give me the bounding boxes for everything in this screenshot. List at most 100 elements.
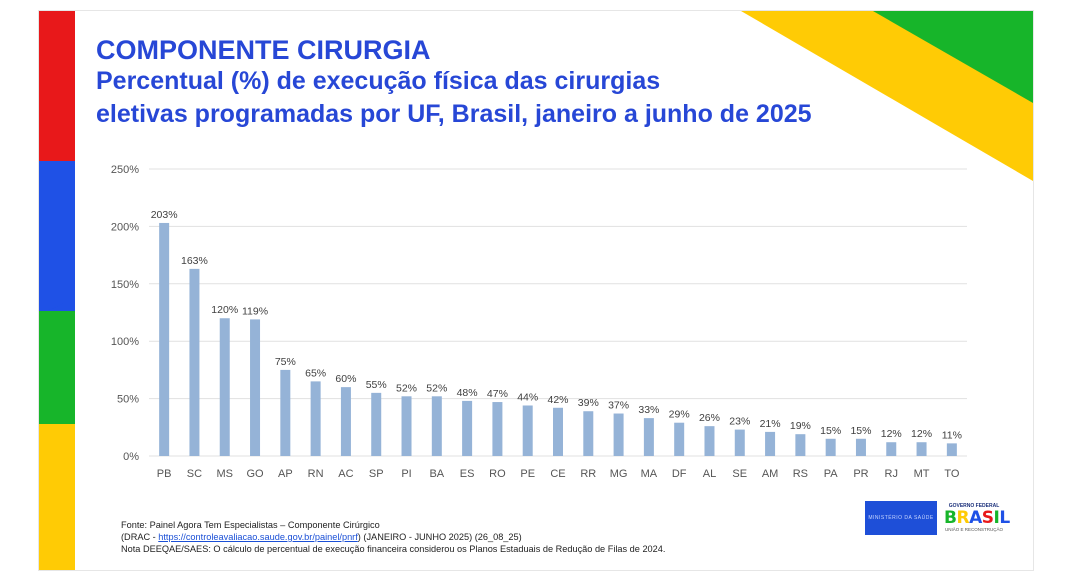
stripe-green bbox=[39, 311, 75, 431]
data-label: 65% bbox=[305, 367, 326, 379]
brasil-letter: I bbox=[993, 508, 1000, 528]
footer-link[interactable]: https://controleavaliacao.saude.gov.br/p… bbox=[158, 532, 358, 542]
x-tick-label: PI bbox=[401, 468, 411, 480]
bar bbox=[855, 438, 866, 456]
x-tick-label: MT bbox=[914, 468, 930, 480]
gov-sub-text: UNIÃO E RECONSTRUÇÃO bbox=[944, 527, 1003, 532]
data-label: 55% bbox=[366, 379, 387, 391]
data-label: 26% bbox=[699, 412, 720, 424]
ministry-logo: MINISTÉRIO DA SAÚDE bbox=[865, 501, 937, 535]
corner-decoration bbox=[741, 11, 1033, 181]
chart-title: COMPONENTE CIRURGIA bbox=[96, 35, 431, 65]
x-tick-label: TO bbox=[944, 468, 960, 480]
data-label: 48% bbox=[457, 387, 478, 399]
y-tick-label: 50% bbox=[117, 394, 139, 406]
footer-drac-prefix: (DRAC - bbox=[121, 532, 159, 542]
x-tick-label: SE bbox=[732, 468, 747, 480]
bar bbox=[310, 381, 321, 456]
bar bbox=[280, 369, 291, 456]
data-label: 39% bbox=[578, 397, 599, 409]
x-tick-label: CE bbox=[550, 468, 565, 480]
data-label: 60% bbox=[335, 373, 356, 385]
title-block: COMPONENTE CIRURGIA Percentual (%) de ex… bbox=[96, 35, 812, 131]
data-label: 12% bbox=[911, 428, 932, 440]
bar bbox=[583, 411, 594, 456]
x-tick-label: RO bbox=[489, 468, 506, 480]
bar bbox=[462, 400, 473, 456]
data-label: 203% bbox=[151, 209, 178, 221]
x-tick-label: PE bbox=[520, 468, 535, 480]
x-tick-label: PB bbox=[157, 468, 172, 480]
x-tick-label: SC bbox=[187, 468, 202, 480]
data-label: 21% bbox=[760, 418, 781, 430]
x-tick-label: AL bbox=[703, 468, 716, 480]
x-tick-label: BA bbox=[429, 468, 444, 480]
gov-top-text: GOVERNO FEDERAL bbox=[948, 503, 1000, 509]
x-tick-label: PA bbox=[824, 468, 839, 480]
bar bbox=[492, 402, 503, 456]
data-label: 11% bbox=[942, 429, 962, 441]
bar bbox=[553, 407, 563, 456]
bar bbox=[795, 434, 806, 456]
bar bbox=[674, 422, 685, 456]
brasil-letter: A bbox=[969, 508, 982, 528]
data-label: 15% bbox=[820, 425, 841, 437]
data-label: 120% bbox=[211, 304, 238, 316]
footer-drac-suffix: ) (JANEIRO - JUNHO 2025) (26_08_25) bbox=[357, 532, 522, 542]
data-label: 47% bbox=[487, 388, 508, 400]
bar-chart: 0% 50% 100% 150% 200% 250% 203% PB 163% SC 120% MS 1… bbox=[111, 164, 967, 480]
footer: Fonte: Painel Agora Tem Especialistas – … bbox=[121, 519, 665, 555]
brasil-letter: R bbox=[956, 508, 970, 528]
stripe-yellow bbox=[39, 424, 75, 570]
footer-note: Nota DEEQAE/SAES: O cálculo de percentua… bbox=[121, 544, 666, 554]
data-label: 75% bbox=[275, 356, 296, 368]
bar bbox=[946, 443, 957, 456]
bar bbox=[825, 438, 836, 456]
data-label: 19% bbox=[790, 420, 811, 432]
corner-green bbox=[873, 11, 1033, 103]
bar bbox=[189, 268, 200, 456]
bar bbox=[734, 429, 745, 456]
slide: COMPONENTE CIRURGIA Percentual (%) de ex… bbox=[38, 10, 1034, 571]
bar bbox=[219, 318, 230, 456]
stripe-red bbox=[39, 11, 75, 161]
data-label: 52% bbox=[396, 382, 417, 394]
footer-source: Fonte: Painel Agora Tem Especialistas – … bbox=[121, 520, 380, 530]
x-tick-label: RR bbox=[580, 468, 596, 480]
data-label: 37% bbox=[608, 400, 629, 412]
bar bbox=[159, 222, 170, 456]
x-tick-label: PR bbox=[853, 468, 868, 480]
color-stripe bbox=[39, 11, 75, 570]
bar bbox=[431, 396, 442, 456]
bar bbox=[765, 431, 776, 456]
x-tick-label: RJ bbox=[885, 468, 898, 480]
x-tick-label: MS bbox=[216, 468, 233, 480]
data-label: 42% bbox=[547, 394, 568, 406]
chart-subtitle-line1: Percentual (%) de execução física das ci… bbox=[96, 67, 661, 95]
bar bbox=[613, 413, 624, 456]
x-tick-label: AP bbox=[278, 468, 293, 480]
bar bbox=[250, 319, 261, 456]
x-tick-label: ES bbox=[460, 468, 475, 480]
bar bbox=[916, 442, 927, 456]
data-label: 163% bbox=[181, 255, 208, 267]
y-tick-label: 0% bbox=[123, 451, 139, 463]
bar bbox=[522, 405, 533, 456]
x-tick-label: AC bbox=[338, 468, 353, 480]
x-tick-label: MA bbox=[641, 468, 658, 480]
data-label: 33% bbox=[638, 404, 659, 416]
y-tick-label: 200% bbox=[111, 221, 139, 233]
bar bbox=[643, 418, 654, 456]
x-tick-label: RN bbox=[308, 468, 324, 480]
bar bbox=[886, 442, 897, 456]
bar bbox=[704, 426, 715, 456]
brasil-letter: S bbox=[981, 508, 994, 528]
data-label: 119% bbox=[242, 305, 268, 317]
data-label: 15% bbox=[850, 425, 871, 437]
brasil-wordmark: BRASIL bbox=[944, 508, 1010, 528]
data-label: 52% bbox=[426, 382, 447, 394]
data-label: 29% bbox=[669, 409, 690, 421]
y-tick-label: 150% bbox=[111, 279, 139, 291]
footer-drac: (DRAC - https://controleavaliacao.saude.… bbox=[121, 531, 665, 543]
brasil-letter: L bbox=[999, 508, 1010, 528]
